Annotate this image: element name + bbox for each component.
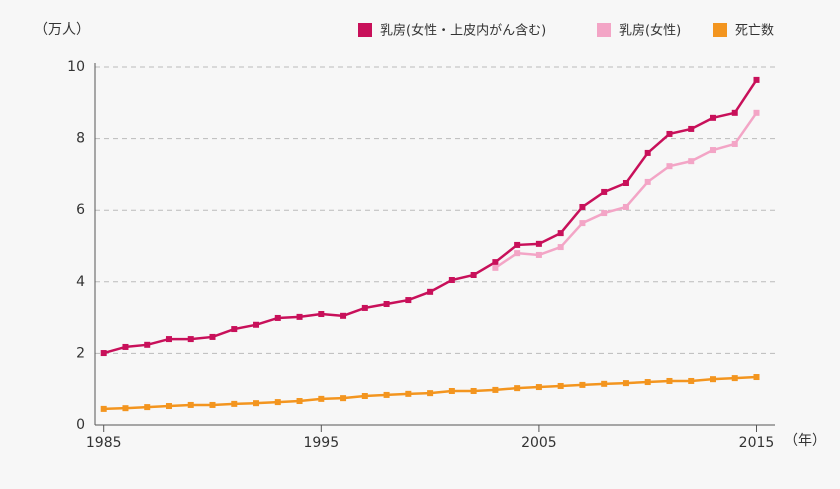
y-tick-label: 2 — [76, 345, 85, 361]
data-point — [187, 401, 194, 408]
data-point — [318, 395, 325, 402]
data-point — [231, 400, 238, 407]
data-point — [709, 147, 716, 154]
data-point — [557, 230, 564, 237]
data-point — [622, 179, 629, 186]
legend-label: 乳房(女性・上皮内がん含む) — [380, 23, 546, 39]
series-line — [103, 79, 758, 355]
data-point — [666, 163, 673, 170]
data-point — [209, 401, 216, 408]
data-point — [122, 405, 129, 412]
data-point — [753, 76, 760, 83]
data-point — [296, 313, 303, 320]
data-point — [622, 203, 629, 210]
data-point — [470, 387, 477, 394]
data-point — [253, 400, 260, 407]
data-point — [144, 341, 151, 348]
y-tick-label: 4 — [76, 274, 85, 290]
data-point — [361, 304, 368, 311]
y-tick-label: 10 — [67, 59, 85, 75]
data-point — [122, 343, 129, 350]
data-point — [731, 109, 738, 116]
data-point — [644, 149, 651, 156]
data-point — [405, 297, 412, 304]
y-tick-label: 0 — [76, 417, 85, 433]
legend-swatch — [358, 23, 372, 37]
legend-swatch — [713, 23, 727, 37]
data-point — [601, 188, 608, 195]
data-point — [557, 244, 564, 251]
data-point — [709, 114, 716, 121]
data-point — [427, 288, 434, 295]
data-point — [361, 393, 368, 400]
data-point — [644, 379, 651, 386]
data-point — [601, 380, 608, 387]
data-point — [514, 250, 521, 257]
data-point — [557, 382, 564, 389]
data-point — [601, 210, 608, 217]
data-point — [340, 312, 347, 319]
data-point — [666, 130, 673, 137]
data-point — [274, 399, 281, 406]
x-tick-label: 2015 — [739, 435, 775, 451]
data-point — [535, 384, 542, 391]
data-point — [579, 381, 586, 388]
data-point — [688, 125, 695, 132]
data-point — [100, 350, 107, 357]
data-point — [709, 376, 716, 383]
data-point — [209, 333, 216, 340]
data-point — [492, 259, 499, 266]
data-point — [579, 203, 586, 210]
data-point — [144, 404, 151, 411]
data-point — [492, 386, 499, 393]
data-point — [644, 178, 651, 185]
data-point — [187, 336, 194, 343]
data-point — [448, 277, 455, 284]
data-point — [666, 377, 673, 384]
data-point — [427, 390, 434, 397]
data-point — [165, 336, 172, 343]
data-point — [274, 314, 281, 321]
data-point — [579, 220, 586, 227]
y-tick-label: 6 — [76, 202, 85, 218]
data-point — [340, 395, 347, 402]
data-point — [731, 375, 738, 382]
legend-label: 死亡数 — [735, 24, 774, 39]
data-point — [535, 240, 542, 247]
data-point — [405, 390, 412, 397]
data-point — [165, 403, 172, 410]
data-point — [688, 377, 695, 384]
x-tick-label: 1985 — [86, 435, 122, 451]
data-point — [253, 321, 260, 328]
y-axis-label: （万人） — [34, 22, 90, 38]
data-point — [514, 385, 521, 392]
data-point — [383, 391, 390, 398]
x-tick-label: 2005 — [521, 435, 557, 451]
legend-label: 乳房(女性) — [619, 23, 681, 39]
data-point — [231, 326, 238, 333]
x-tick-label: 1995 — [303, 435, 339, 451]
data-point — [514, 241, 521, 248]
data-point — [100, 405, 107, 412]
data-point — [296, 398, 303, 405]
data-point — [731, 140, 738, 147]
data-point — [753, 374, 760, 381]
legend-swatch — [597, 23, 611, 37]
data-point — [383, 300, 390, 307]
data-point — [318, 311, 325, 318]
x-axis-label: （年） — [784, 433, 826, 449]
data-point — [535, 251, 542, 258]
data-point — [622, 380, 629, 387]
data-point — [448, 387, 455, 394]
data-point — [753, 109, 760, 116]
data-point — [470, 271, 477, 278]
data-point — [492, 264, 499, 271]
y-tick-label: 8 — [76, 131, 85, 147]
data-point — [688, 158, 695, 165]
